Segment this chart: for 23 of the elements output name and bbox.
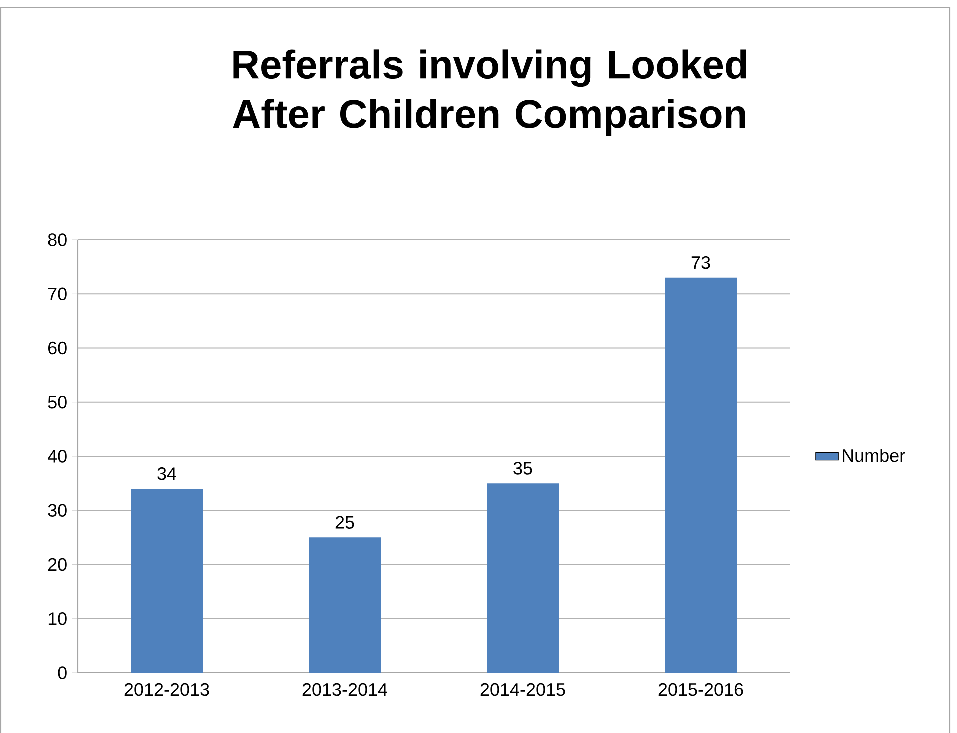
chart-title: Referrals involving Looked After Children Comparison: [233, 50, 746, 136]
x-tick-label: 2014-2015: [480, 683, 566, 696]
bar: [309, 538, 381, 673]
bar: [665, 278, 737, 673]
x-tick-label: 2015-2016: [658, 683, 744, 696]
x-tick-label: 2012-2013: [124, 683, 210, 696]
y-tick-label: 30: [48, 504, 67, 517]
y-tick-label: 40: [48, 450, 67, 463]
data-label: 25: [336, 516, 354, 529]
data-label: 34: [158, 468, 176, 480]
y-tick-label: 20: [48, 558, 67, 572]
bar: [131, 488, 204, 673]
y-tick-label: 0: [58, 666, 67, 680]
data-label: 35: [514, 462, 532, 475]
bar: [487, 484, 560, 673]
y-tick-label: 60: [48, 342, 67, 355]
y-tick-label: 10: [48, 612, 67, 626]
data-label: 73: [692, 256, 710, 270]
x-tick-label: 2013-2014: [302, 683, 388, 696]
y-tick-label: 70: [48, 288, 67, 300]
y-tick-label: 80: [48, 234, 67, 246]
legend-label: Number: [843, 448, 906, 462]
y-tick-label: 50: [48, 396, 67, 409]
